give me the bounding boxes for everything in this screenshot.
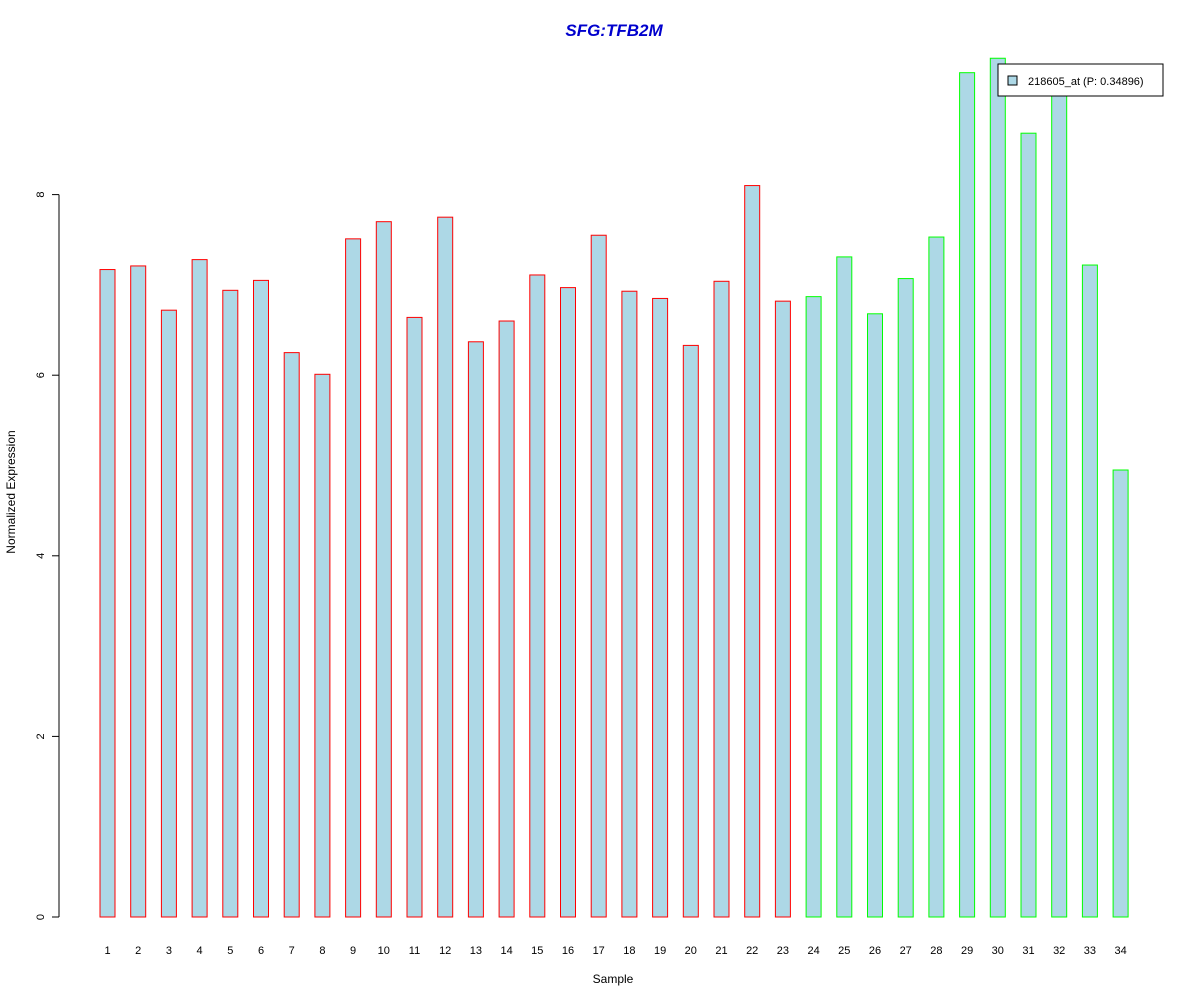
x-tick-label: 34 [1114,945,1126,957]
y-tick-label: 2 [35,733,47,739]
bar-sample-13 [467,341,484,918]
x-tick-label: 5 [227,945,233,957]
bar-sample-8 [314,373,331,918]
x-tick-label: 8 [319,945,325,957]
bar-sample-17 [590,234,607,918]
x-tick-label: 21 [715,945,727,957]
x-tick-label: 30 [992,945,1004,957]
bar-sample-6 [253,279,269,918]
bar-sample-15 [529,274,546,918]
x-tick-label: 28 [930,945,942,957]
bar-sample-5 [222,289,239,918]
x-tick-label: 7 [289,945,295,957]
x-tick-label: 25 [838,945,850,957]
chart-title: SFG:TFB2M [565,21,663,40]
bar-sample-25 [836,256,853,918]
bar-sample-31 [1020,132,1037,918]
x-tick-label: 11 [409,945,420,957]
x-tick-label: 33 [1084,945,1096,957]
bar-sample-12 [437,216,454,918]
bar-sample-34 [1112,469,1129,918]
bars-group [99,57,1129,918]
bar-sample-32 [1051,85,1068,918]
bar-sample-4 [191,259,208,918]
x-tick-label: 1 [104,945,110,957]
bar-sample-1 [99,269,116,918]
bar-sample-28 [928,236,945,918]
bar-sample-24 [805,296,822,918]
bar-sample-30 [989,57,1006,918]
y-axis-label: Normalized Expression [4,430,18,553]
x-tick-label: 18 [623,945,635,957]
legend: 218605_at (P: 0.34896) [997,63,1164,97]
x-tick-label: 12 [439,945,451,957]
x-tick-label: 4 [197,945,203,957]
x-tick-label: 2 [135,945,141,957]
x-tick-label: 29 [961,945,973,957]
x-tick-label: 19 [654,945,666,957]
bar-sample-20 [682,344,699,918]
bar-sample-10 [375,221,392,918]
bar-sample-16 [560,287,576,918]
y-tick-label: 4 [35,553,47,559]
x-tick-label: 3 [166,945,172,957]
y-axis: 0 2 4 6 8 [35,192,60,920]
bar-sample-2 [130,265,147,918]
x-tick-label: 9 [350,945,356,957]
x-tick-label: 14 [500,945,512,957]
bar-sample-3 [160,309,177,918]
bar-sample-9 [345,238,362,918]
x-tick-label: 22 [746,945,758,957]
x-tick-label: 27 [900,945,912,957]
legend-label: 218605_at (P: 0.34896) [1028,76,1144,88]
x-tick-label: 20 [685,945,697,957]
x-tick-label: 23 [777,945,789,957]
x-tick-label: 17 [593,945,605,957]
bar-sample-18 [621,290,638,918]
x-tick-label: 24 [807,945,819,957]
bar-sample-26 [867,313,883,918]
x-tick-label: 10 [378,945,390,957]
x-tick-label: 16 [562,945,574,957]
y-tick-label: 8 [35,192,47,198]
bar-sample-21 [713,280,730,918]
bar-sample-11 [406,316,423,918]
x-tick-label: 31 [1022,945,1034,957]
x-tick-label: 15 [531,945,543,957]
bar-sample-29 [959,72,976,918]
x-tick-label: 26 [869,945,881,957]
bar-sample-33 [1081,264,1098,918]
y-tick-label: 0 [35,914,47,920]
x-tick-label: 32 [1053,945,1065,957]
x-tick-label: 13 [470,945,482,957]
bar-sample-7 [283,352,300,918]
x-tick-label: 6 [258,945,264,957]
bar-sample-14 [498,320,515,918]
bar-sample-23 [774,300,791,918]
legend-swatch [1007,75,1018,86]
legend-box [997,63,1164,97]
bar-sample-27 [897,278,914,918]
bar-sample-22 [744,185,761,918]
bar-sample-19 [652,297,669,918]
x-axis-label: Sample [593,972,634,986]
x-tick-labels: 1 2 3 4 5 6 7 8 9 10 11 12 13 14 15 16 17 18 19 20 21 22 23 24 2… [104,945,1126,957]
y-tick-label: 6 [35,372,47,378]
